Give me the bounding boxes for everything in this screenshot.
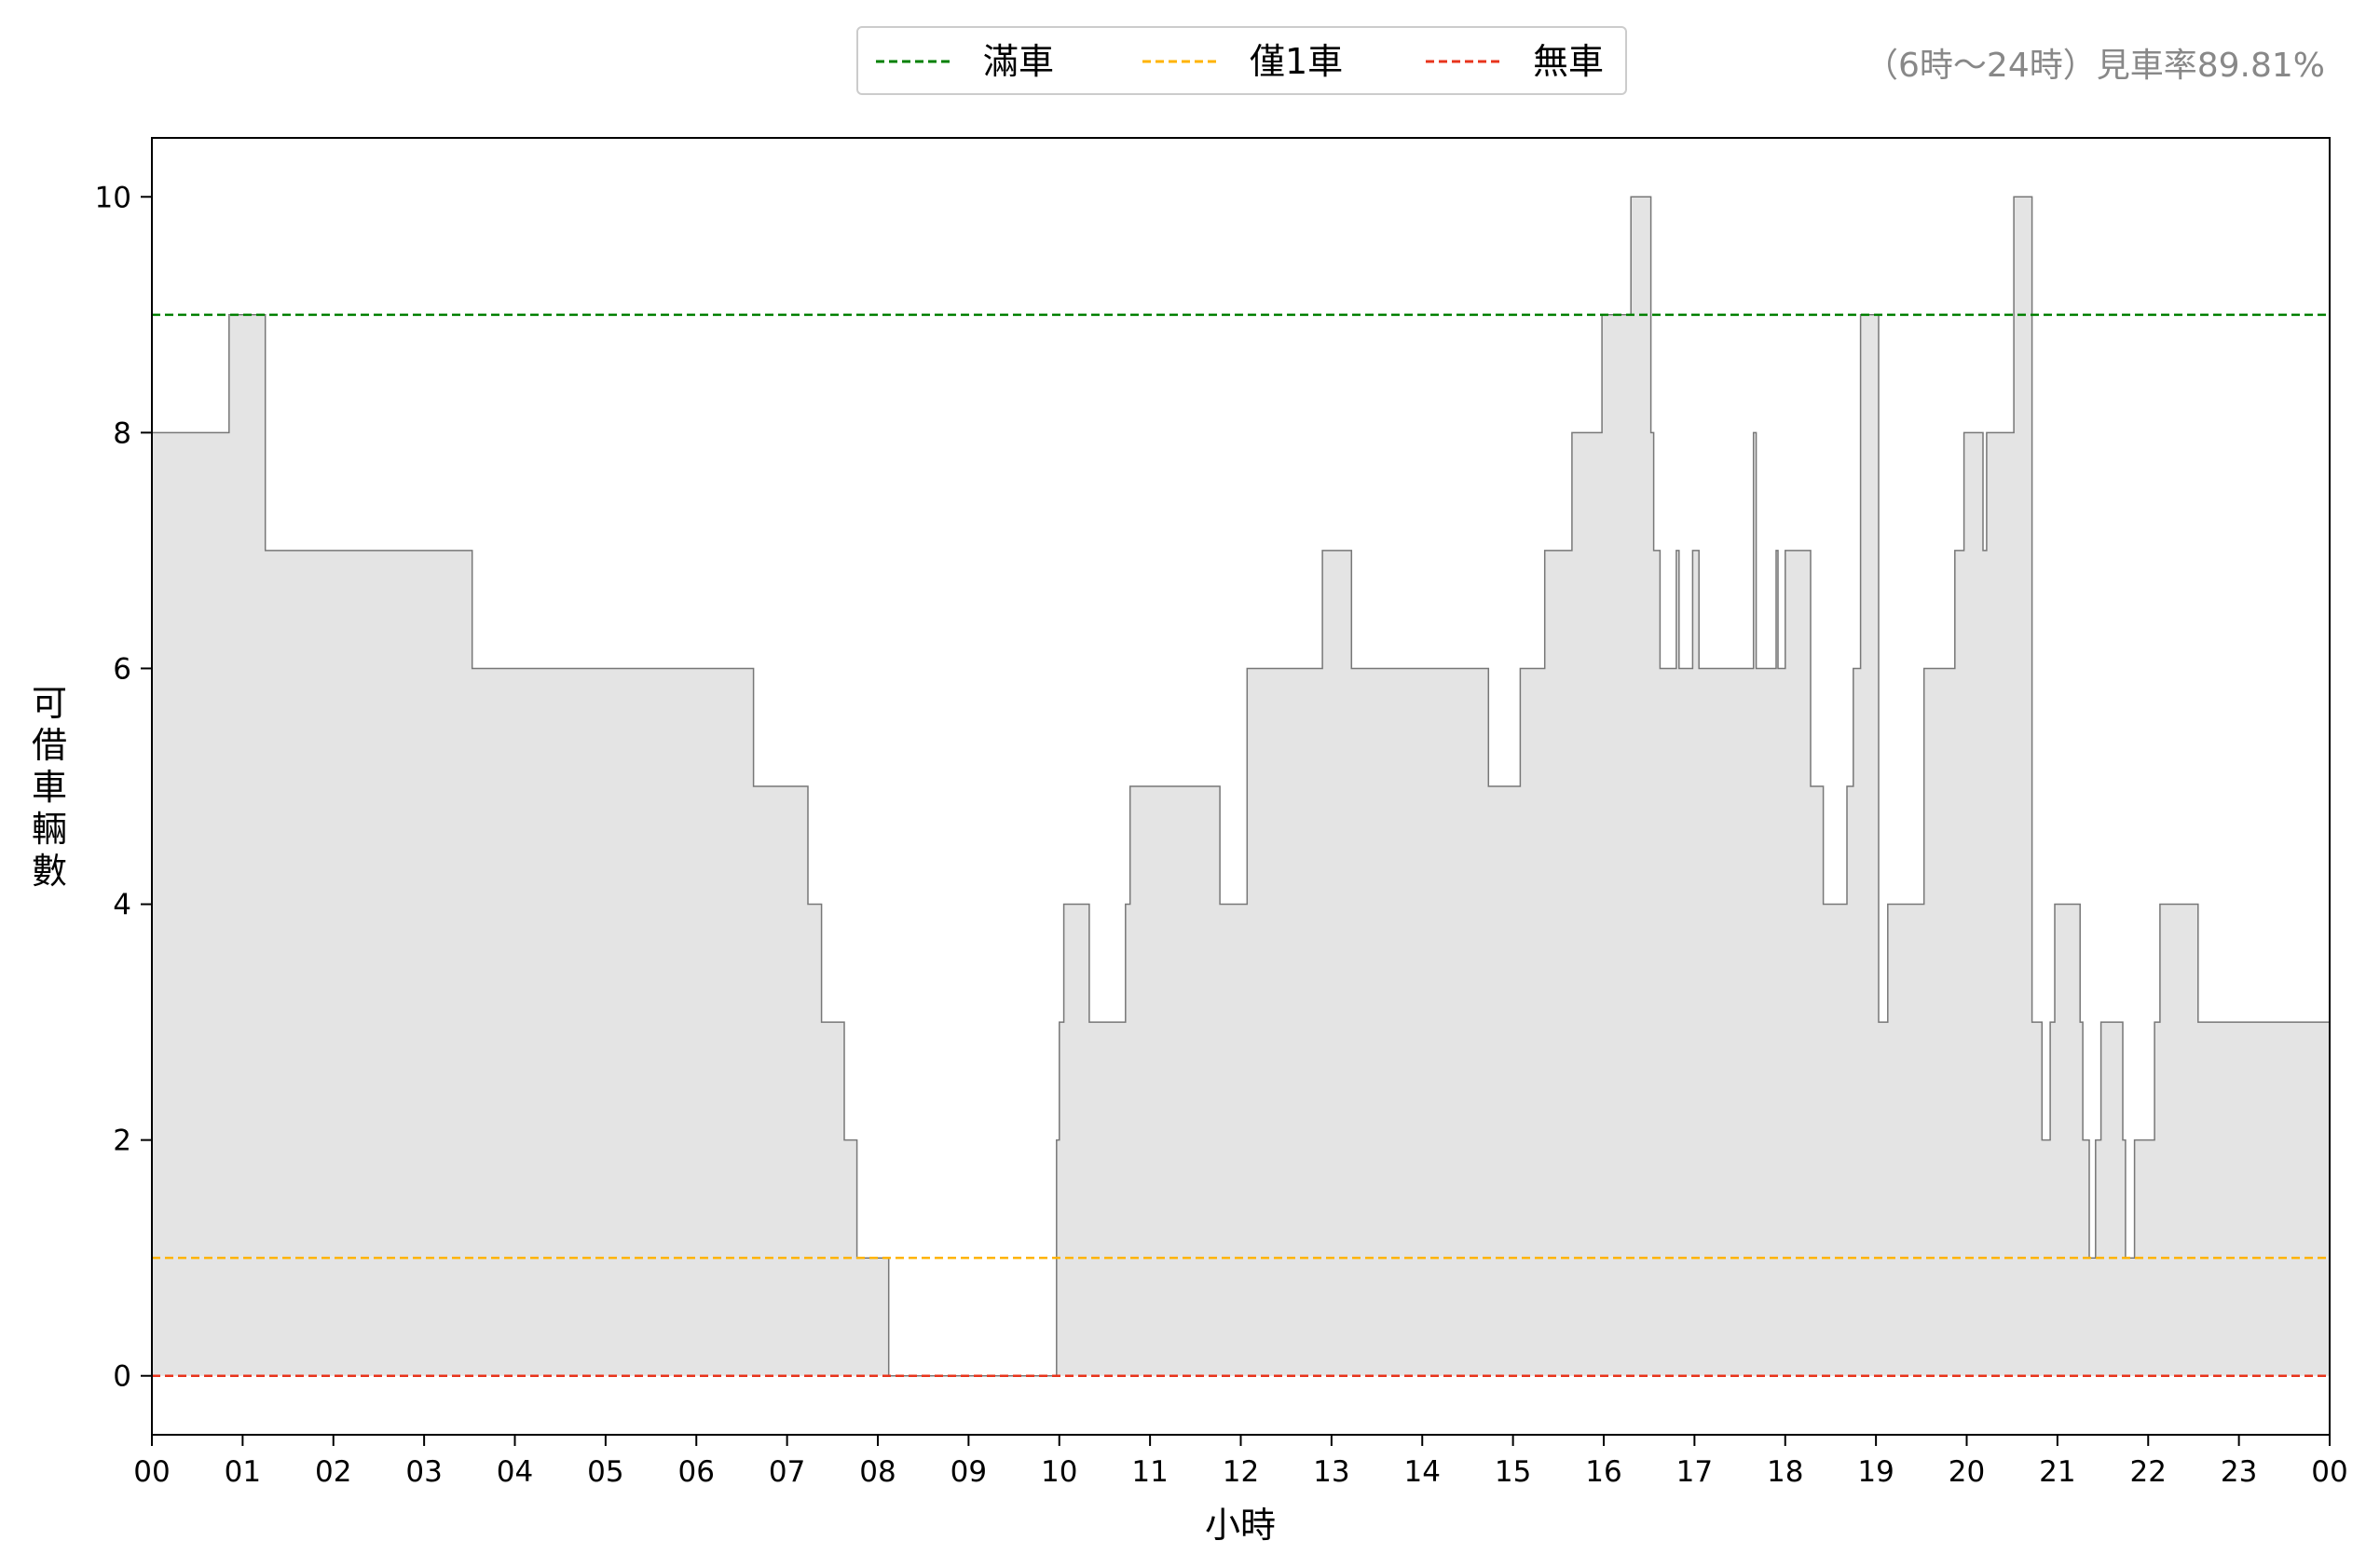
legend-label-1: 僅1車 [1250,41,1343,82]
x-tick-label-3: 03 [405,1455,442,1489]
y-axis-title-char: 數 [32,851,67,892]
x-tick-label-7: 07 [769,1455,805,1489]
x-tick-label-5: 05 [587,1455,623,1489]
legend: 滿車 僅1車 無車 [856,26,1627,95]
y-tick-label-1: 2 [113,1125,131,1158]
y-tick-label-4: 8 [113,416,131,450]
x-tick-label-22: 22 [2130,1455,2167,1489]
y-axis-title-char: 輛 [32,809,67,850]
y-axis-title-char: 可 [32,683,67,724]
legend-label-2: 無車 [1533,41,1604,82]
y-tick-label-5: 10 [95,181,131,214]
x-axis-title: 小時 [1205,1505,1276,1546]
x-tick-label-16: 16 [1585,1455,1621,1489]
series-area-0 [152,197,2330,1376]
x-axis: 00 01 02 03 04 05 06 07 08 09 10 11 12 13 14 15 16 17 18 19… [133,1435,2348,1489]
x-tick-label-6: 06 [678,1455,715,1489]
x-tick-label-11: 11 [1131,1455,1168,1489]
x-tick-label-24: 00 [2311,1455,2347,1489]
x-tick-label-15: 15 [1495,1455,1531,1489]
x-tick-label-1: 01 [225,1455,261,1489]
x-tick-label-2: 02 [315,1455,351,1489]
x-tick-label-23: 23 [2221,1455,2257,1489]
x-tick-label-21: 21 [2039,1455,2075,1489]
y-axis-title-char: 車 [32,767,67,808]
y-axis-title-char: 借 [32,725,67,766]
x-tick-label-8: 08 [859,1455,896,1489]
x-tick-label-0: 00 [133,1455,170,1489]
x-tick-label-14: 14 [1404,1455,1441,1489]
plot-area [152,196,2330,1377]
x-tick-label-12: 12 [1223,1455,1259,1489]
x-tick-label-10: 10 [1041,1455,1077,1489]
x-tick-label-20: 20 [1949,1455,1985,1489]
series-line-0 [152,196,2330,1377]
legend-frame [856,26,1627,95]
y-tick-label-0: 0 [113,1360,131,1394]
x-tick-label-18: 18 [1767,1455,1803,1489]
x-tick-label-4: 04 [497,1455,533,1489]
x-tick-label-19: 19 [1857,1455,1894,1489]
x-tick-label-9: 09 [951,1455,987,1489]
y-axis: 0 2 4 6 8 10 [95,181,152,1394]
availability-note: （6時～24時）見車率89.81% [1865,47,2325,85]
x-tick-label-13: 13 [1313,1455,1349,1489]
legend-label-0: 滿車 [983,41,1054,82]
y-tick-label-2: 4 [113,889,131,922]
x-tick-label-17: 17 [1676,1455,1713,1489]
y-tick-label-3: 6 [113,652,131,686]
